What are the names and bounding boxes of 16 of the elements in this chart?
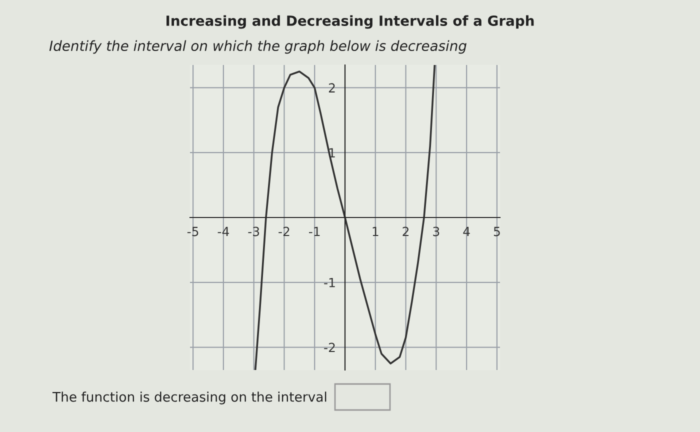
text: The function is decreasing on the interval	[52, 392, 326, 404]
x-tick-label: 3	[433, 226, 440, 236]
x-tick-label: -4	[218, 226, 229, 236]
chart-title: Increasing and Decreasing Intervals of a Graph	[166, 15, 534, 29]
y-tick-label: 2	[328, 83, 335, 92]
x-tick-label: 5	[494, 226, 500, 236]
x-tick-label: -2	[278, 226, 290, 236]
x-tick-label: -3	[248, 226, 260, 236]
x-tick-label: 4	[463, 226, 470, 236]
y-tick-label: -1	[324, 278, 335, 288]
chart-subtitle: Identify the interval on which the graph below is decreasing	[49, 40, 466, 54]
x-tick-label: -5	[187, 226, 198, 236]
x-tick-label: 1	[372, 226, 378, 236]
x-tick-label: 2	[402, 226, 409, 236]
y-tick-label: -2	[324, 342, 335, 352]
x-tick-label: -1	[308, 226, 320, 236]
